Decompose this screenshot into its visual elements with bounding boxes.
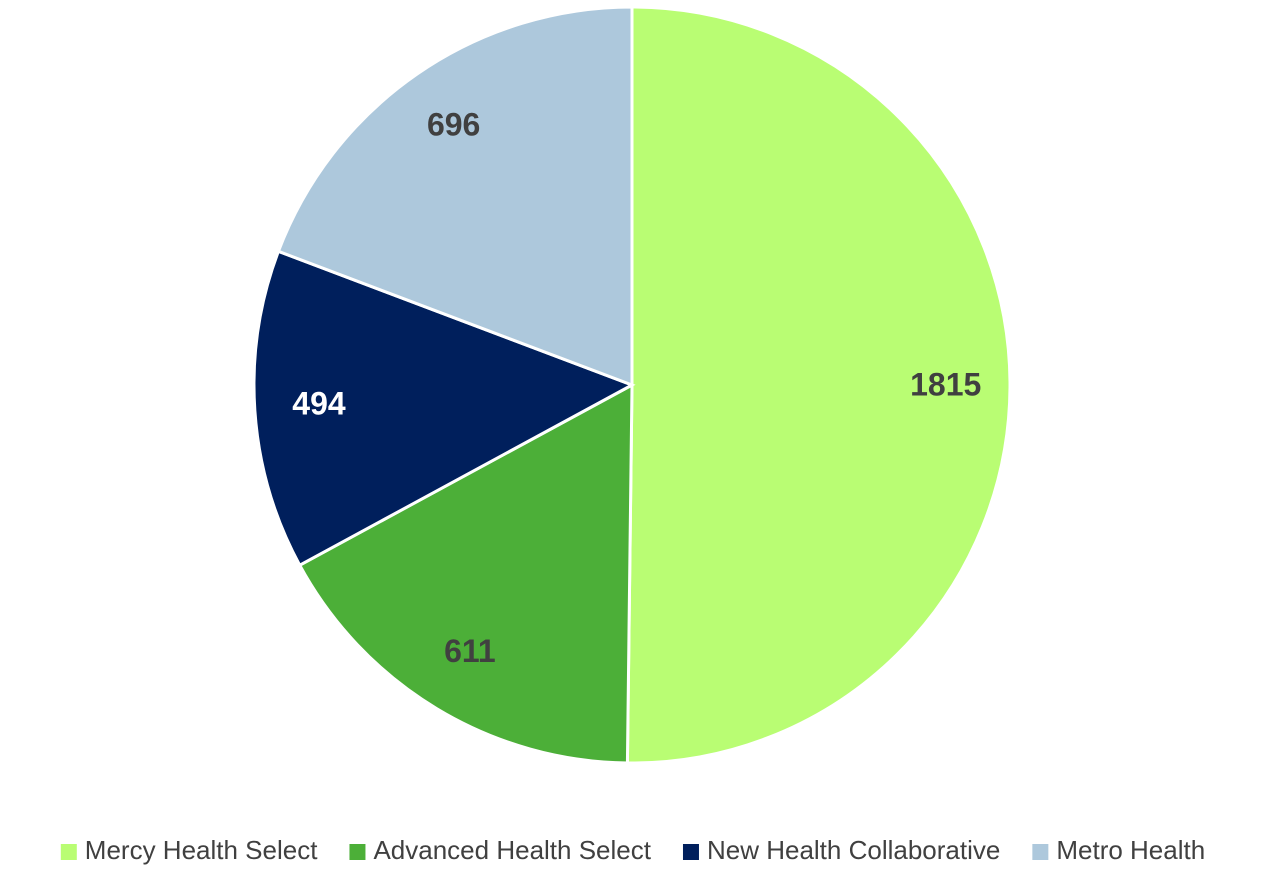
legend-label: New Health Collaborative (707, 835, 1000, 865)
legend: Mercy Health Select Advanced Health Selec… (60, 835, 1205, 865)
data-label: 696 (427, 106, 480, 142)
pie-slice (252, 249, 636, 568)
data-label: 611 (444, 633, 496, 669)
legend-label: Advanced Health Select (373, 835, 651, 865)
legend-swatch (1032, 844, 1049, 860)
pie-slice (276, 5, 634, 388)
legend-swatch (60, 844, 77, 860)
legend-swatch (349, 844, 366, 860)
pie-slice (297, 382, 634, 765)
legend-swatch (682, 844, 699, 860)
data-label: 494 (292, 386, 346, 422)
legend-label: Metro Health (1056, 835, 1205, 865)
legend-label: Mercy Health Select (85, 835, 318, 865)
pie-slice (625, 5, 1012, 765)
data-label: 1815 (910, 366, 981, 402)
